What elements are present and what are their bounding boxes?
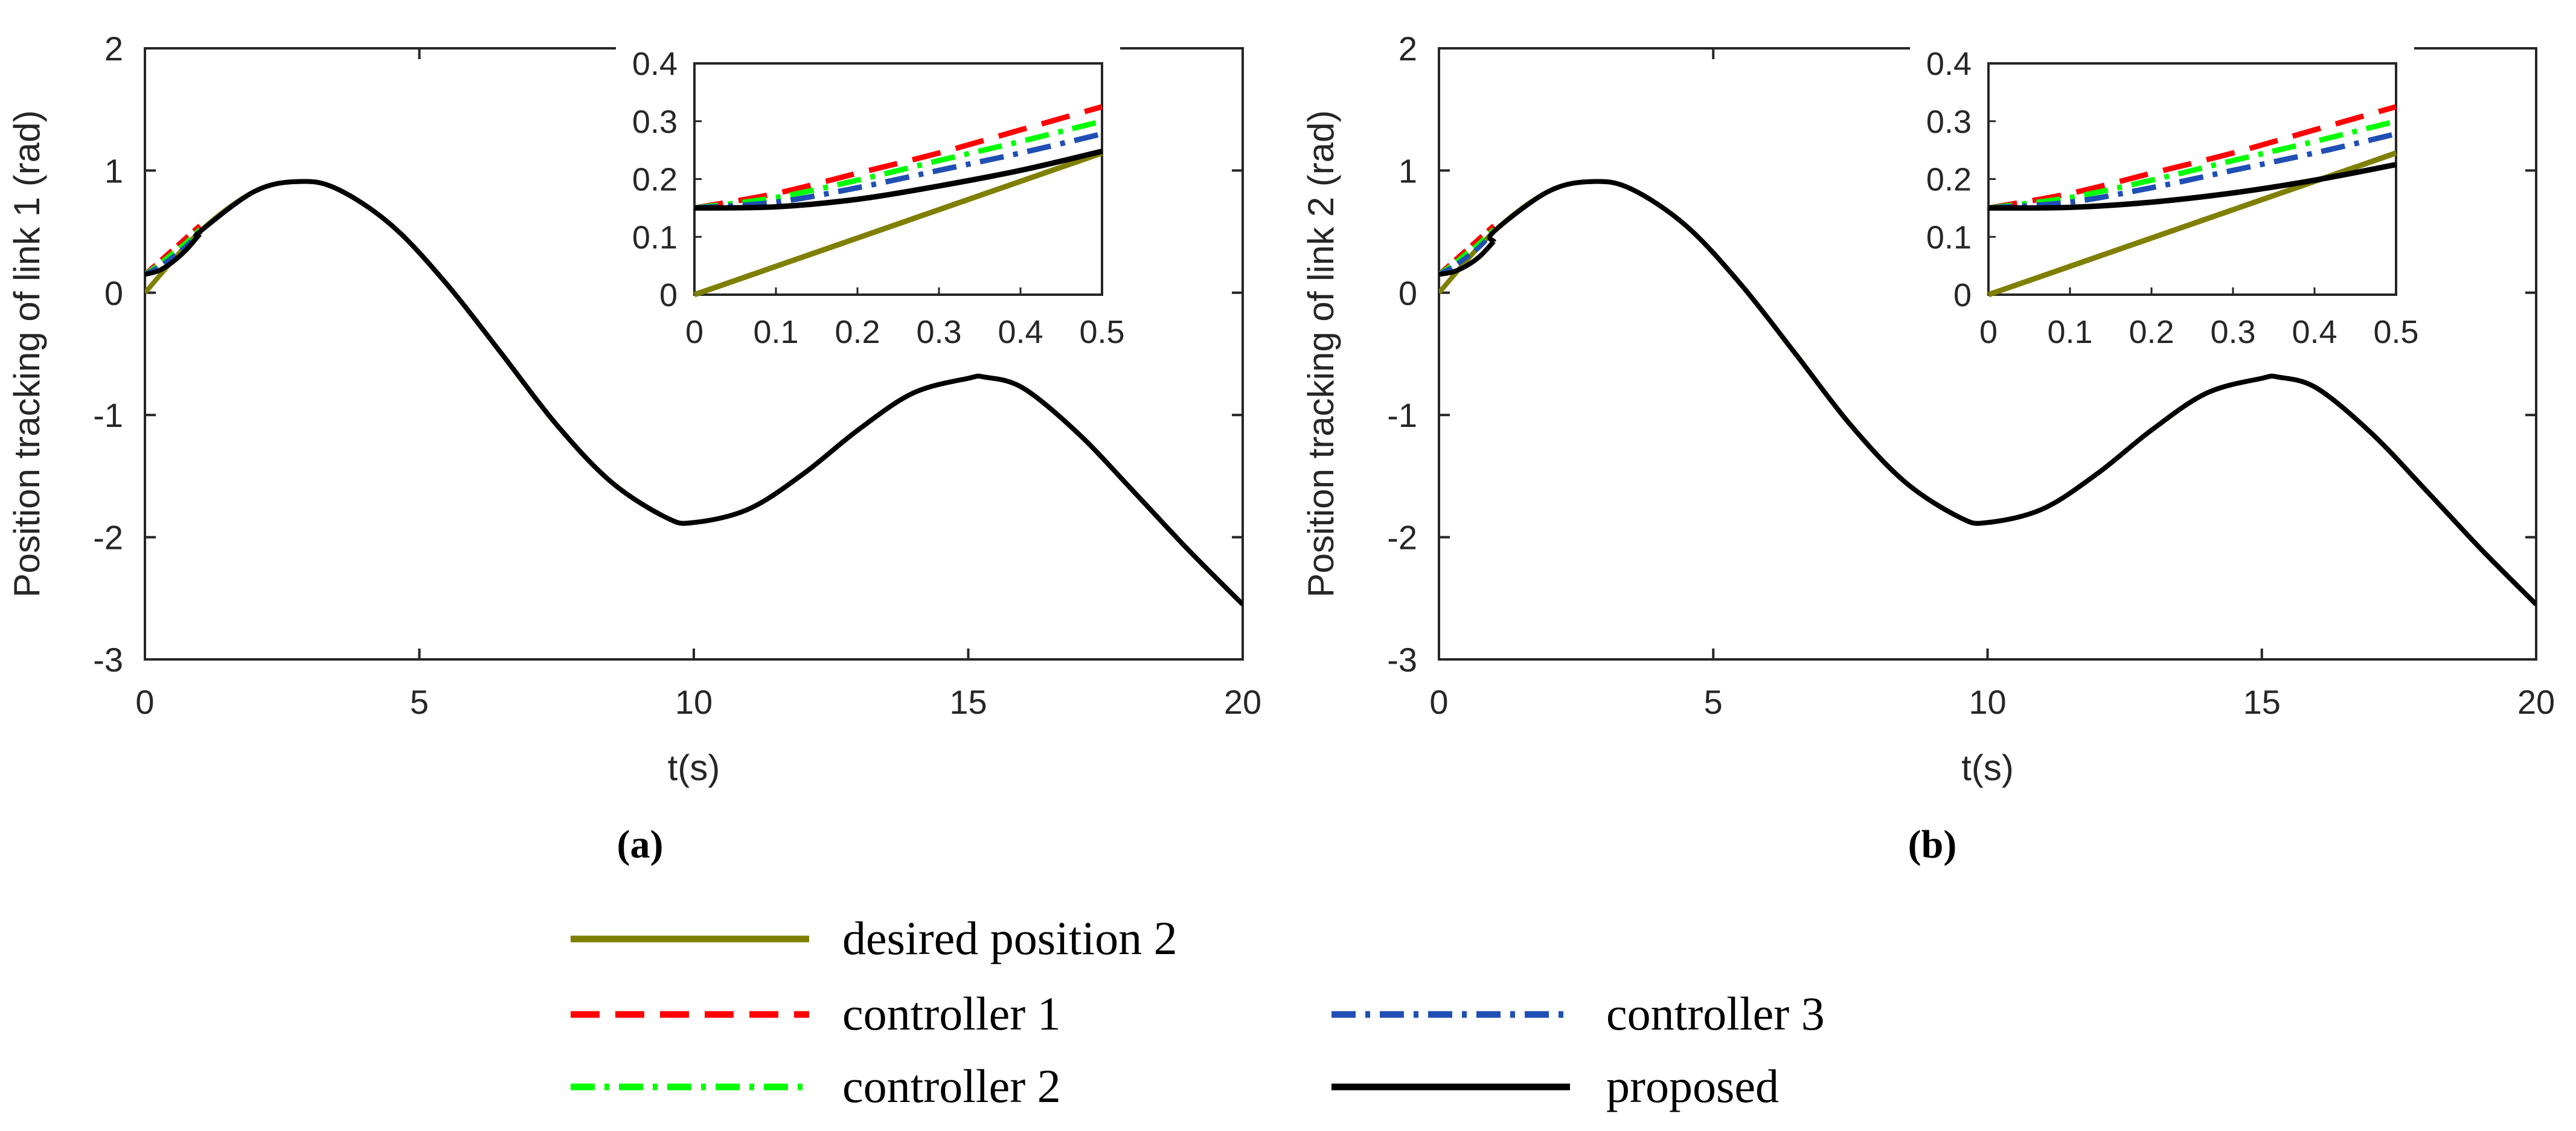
y-axis-label: Position tracking of link 1 (rad): [7, 110, 47, 597]
legend-label-desired: desired position 2: [842, 912, 1177, 964]
y-tick-label: 2: [104, 30, 123, 68]
inset-x-tick-label: 0.5: [1079, 314, 1124, 350]
inset-series-controller-2: [1988, 118, 2397, 211]
x-tick-label: 5: [410, 683, 429, 721]
inset-y-tick-label: 0.4: [1926, 46, 1972, 82]
inset-series-desired-position-2: [693, 150, 1103, 298]
x-tick-label: 20: [2517, 683, 2555, 721]
inset-x-tick-label: 0.3: [916, 314, 961, 350]
y-tick-label: -1: [93, 396, 123, 434]
series-line-proposed: [193, 179, 1243, 606]
inset-y-tick-label: 0.3: [632, 104, 678, 140]
main-series: [145, 179, 1243, 606]
inset-x-tick-label: 0: [685, 314, 703, 350]
inset-y-tick-label: 0.2: [632, 162, 678, 198]
y-tick-label: -2: [93, 519, 123, 557]
series-line-proposed: [1487, 179, 2536, 606]
series-transient-proposed: [1439, 240, 1496, 277]
inset-x-tick-label: 0.2: [835, 314, 880, 350]
x-axis-label: t(s): [1961, 748, 2014, 788]
inset-y-tick-label: 0.3: [1926, 104, 1972, 140]
legend-label-controller-1: controller 1: [842, 987, 1061, 1040]
inset-x-tick-label: 0.5: [2373, 314, 2418, 350]
caption-b: (b): [1908, 822, 1957, 867]
x-tick-label: 0: [135, 683, 154, 721]
inset-series-controller-2: [694, 118, 1103, 211]
y-tick-label: -2: [1387, 519, 1417, 557]
chart-panel-b: 0 5 10 15 20 -3 -2 -1 0 1 2 t(s) Position tracking o…: [1301, 30, 2555, 788]
inset-chart: 0 0.1 0.2 0.3 0.4 0.5 0 0.1 0.2 0.3 0.4: [616, 45, 1125, 361]
inset-x-tick-label: 0.2: [2129, 314, 2174, 350]
chart-panel-a: 0 5 10 15 20 -3 -2 -1 0 1 2 t(s) Position tracking o…: [7, 30, 1261, 788]
legend-label-controller-2: controller 2: [842, 1060, 1061, 1112]
inset-x-tick-label: 0.1: [2047, 314, 2092, 350]
y-tick-label: 0: [1399, 274, 1417, 312]
y-tick-label: -1: [1387, 396, 1417, 434]
inset-x-tick-label: 0: [1979, 314, 1998, 350]
legend-label-controller-3: controller 3: [1606, 987, 1825, 1040]
legend-label-proposed: proposed: [1606, 1060, 1779, 1112]
inset-series-controller-1: [1988, 104, 2397, 211]
y-tick-label: 1: [104, 152, 123, 190]
inset-series-proposed: [1988, 162, 2397, 211]
y-axis-label: Position tracking of link 2 (rad): [1301, 110, 1341, 597]
series-transient-controller-3: [1439, 229, 1496, 277]
inset-chart: 0 0.1 0.2 0.3 0.4 0.5 0 0.1 0.2 0.3 0.4: [1910, 45, 2419, 361]
y-tick-label: -3: [93, 641, 123, 679]
inset-x-tick-label: 0.3: [2210, 314, 2255, 350]
x-tick-label: 5: [1704, 683, 1723, 721]
y-tick-label: 0: [104, 274, 123, 312]
y-tick-label: 2: [1399, 30, 1417, 68]
inset-y-tick-label: 0: [1953, 277, 1972, 313]
x-tick-label: 10: [675, 683, 713, 721]
inset-series-desired-position-2: [1987, 150, 2397, 298]
inset-y-tick-label: 0.2: [1926, 162, 1972, 198]
x-tick-label: 15: [2243, 683, 2281, 721]
inset-series-proposed: [694, 149, 1103, 211]
inset-series-controller-1: [694, 104, 1103, 211]
inset-series-controller-3: [694, 131, 1103, 211]
inset-series-controller-3: [1988, 131, 2397, 211]
inset-y-tick-label: 0: [659, 277, 678, 313]
x-axis-label: t(s): [668, 748, 720, 788]
x-tick-label: 20: [1224, 683, 1261, 721]
inset-y-tick-label: 0.4: [632, 46, 678, 82]
series-transient-proposed: [145, 232, 202, 277]
caption-a: (a): [617, 822, 664, 867]
y-tick-label: -3: [1387, 641, 1417, 679]
x-tick-label: 15: [949, 683, 987, 721]
inset-y-tick-label: 0.1: [1926, 219, 1972, 255]
inset-x-tick-label: 0.1: [753, 314, 798, 350]
x-tick-label: 10: [1969, 683, 2006, 721]
main-series: [1439, 179, 2536, 606]
inset-background: [616, 45, 1120, 361]
legend: desired position 2 controller 1 controll…: [571, 912, 1825, 1112]
inset-x-tick-label: 0.4: [2292, 314, 2337, 350]
inset-x-tick-label: 0.4: [998, 314, 1043, 350]
inset-y-tick-label: 0.1: [632, 219, 678, 255]
x-tick-label: 0: [1429, 683, 1448, 721]
y-tick-label: 1: [1399, 152, 1417, 190]
